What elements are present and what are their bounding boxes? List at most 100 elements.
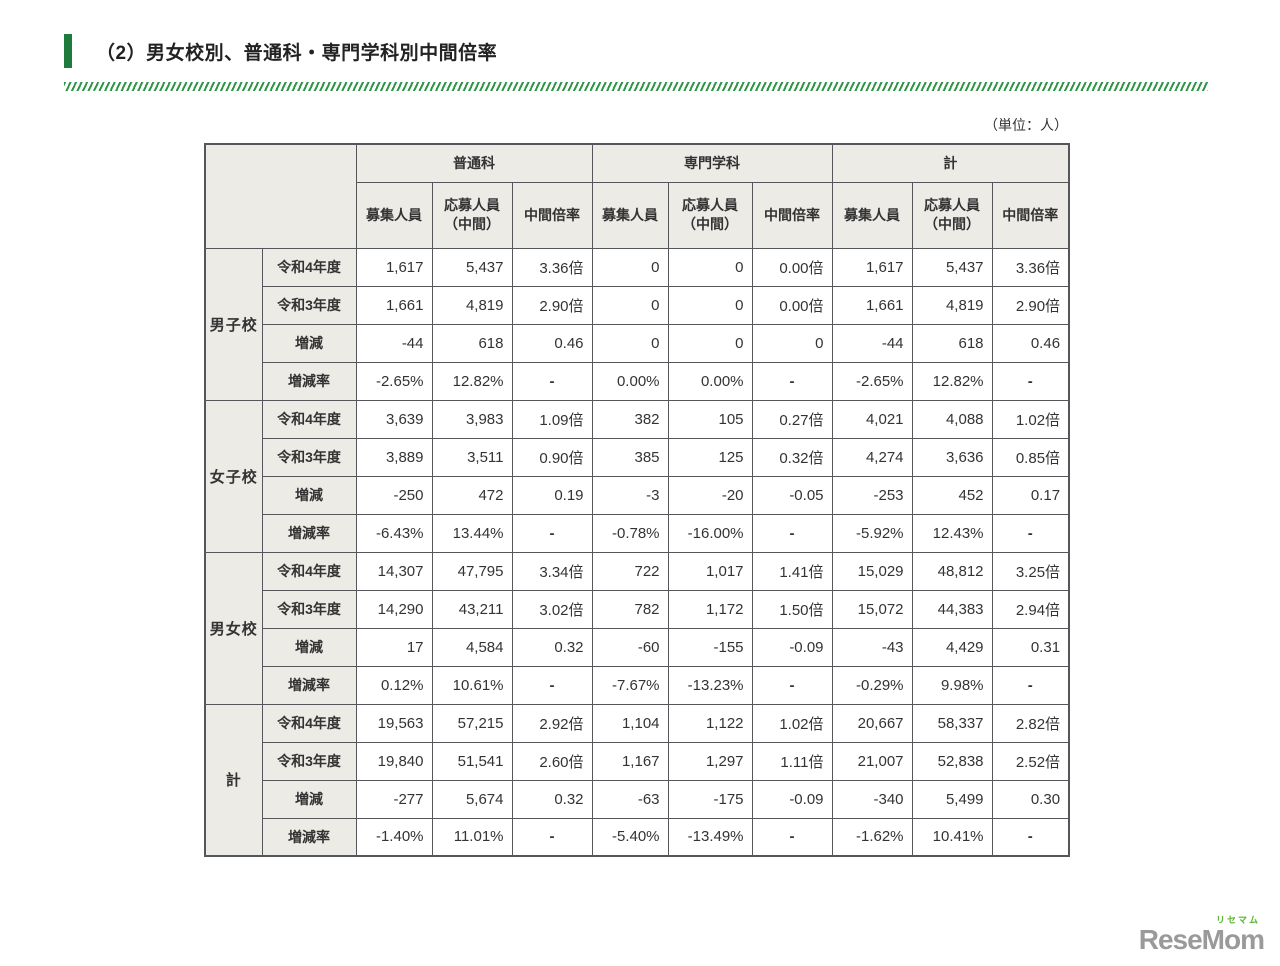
table-cell: 0.00% bbox=[591, 361, 669, 401]
table-cell: 57,215 bbox=[431, 703, 513, 743]
table-cell: 618 bbox=[431, 323, 513, 363]
hatched-divider bbox=[64, 82, 1208, 91]
table-cell: 2.90倍 bbox=[511, 285, 593, 325]
table-cell: -1.40% bbox=[355, 817, 433, 857]
row-label: 令和3年度 bbox=[261, 741, 357, 781]
table-cell: -2.65% bbox=[355, 361, 433, 401]
column-subheader: 応募人員 （中間） bbox=[667, 181, 753, 249]
column-subheader: 中間倍率 bbox=[751, 181, 833, 249]
table-row: 令和3年度 3,889 3,511 0.90倍 385 125 0.32倍 4,274 3,63… bbox=[205, 437, 1070, 477]
table-cell: 0.30 bbox=[991, 779, 1070, 819]
table-cell: -0.29% bbox=[831, 665, 913, 705]
column-subheader: 応募人員 （中間） bbox=[431, 181, 513, 249]
table-cell: 17 bbox=[355, 627, 433, 667]
table-cell: -63 bbox=[591, 779, 669, 819]
table-row: 男女校 令和4年度 14,307 47,795 3.34倍 722 1,017 1.41倍 15… bbox=[204, 551, 1070, 705]
table-cell: 11.01% bbox=[431, 817, 513, 857]
table-cell: 2.82倍 bbox=[991, 703, 1070, 743]
table-cell: 0.19 bbox=[511, 475, 593, 515]
row-group-label: 女子校 bbox=[204, 399, 263, 553]
table-cell: 1,017 bbox=[667, 551, 753, 591]
table-cell: 1,104 bbox=[591, 703, 669, 743]
row-label: 増減 bbox=[261, 475, 357, 515]
logo-furigana: リセマム bbox=[1215, 915, 1260, 925]
table-cell: 1.09倍 bbox=[511, 399, 593, 439]
table-cell: 5,674 bbox=[431, 779, 513, 819]
table-cell: - bbox=[511, 817, 593, 857]
table-cell: 3,636 bbox=[911, 437, 993, 477]
row-label: 令和4年度 bbox=[261, 247, 357, 287]
table-cell: 382 bbox=[591, 399, 669, 439]
table-cell: 0.46 bbox=[511, 323, 593, 363]
table-cell: - bbox=[511, 361, 593, 401]
table-cell: 1,167 bbox=[591, 741, 669, 781]
table-cell: 44,383 bbox=[911, 589, 993, 629]
page-title: （2）男女校別、普通科・専門学科別中間倍率 bbox=[96, 42, 498, 64]
table-cell: 2.94倍 bbox=[991, 589, 1070, 629]
table-cell: 2.90倍 bbox=[991, 285, 1070, 325]
table-cell: - bbox=[751, 817, 833, 857]
table-cell: -43 bbox=[831, 627, 913, 667]
table-cell: 0.00倍 bbox=[751, 247, 833, 287]
table-cell: 15,029 bbox=[831, 551, 913, 591]
table-cell: 48,812 bbox=[911, 551, 993, 591]
table-cell: 4,429 bbox=[911, 627, 993, 667]
table-cell: 1,172 bbox=[667, 589, 753, 629]
table-row: 増減率 -6.43% 13.44% - -0.78% -16.00% - -5.92% 12.4… bbox=[205, 513, 1070, 553]
table-cell: 1.02倍 bbox=[751, 703, 833, 743]
table-cell: 0.27倍 bbox=[751, 399, 833, 439]
row-group-label: 男女校 bbox=[204, 551, 263, 705]
table-row: 令和3年度 19,840 51,541 2.60倍 1,167 1,297 1.11倍 21,… bbox=[205, 741, 1070, 781]
table-cell: 1,661 bbox=[355, 285, 433, 325]
table-row: 増減 17 4,584 0.32 -60 -155 -0.09 -43 4,429 0.31 bbox=[205, 627, 1070, 667]
table-cell: 125 bbox=[667, 437, 753, 477]
table-cell: 3,889 bbox=[355, 437, 433, 477]
table-cell: 0.32 bbox=[511, 627, 593, 667]
table-cell: 12.82% bbox=[911, 361, 993, 401]
row-label: 令和3年度 bbox=[261, 437, 357, 477]
row-label: 令和4年度 bbox=[261, 551, 357, 591]
table-cell: -13.23% bbox=[667, 665, 753, 705]
page-header: （2）男女校別、普通科・専門学科別中間倍率 bbox=[64, 34, 1280, 68]
table-cell: 14,307 bbox=[355, 551, 433, 591]
table-cell: - bbox=[511, 513, 593, 553]
table-cell: -7.67% bbox=[591, 665, 669, 705]
table-cell: 10.61% bbox=[431, 665, 513, 705]
column-group-header: 普通科 bbox=[355, 143, 593, 183]
table-cell: 0 bbox=[751, 323, 833, 363]
table-cell: 52,838 bbox=[911, 741, 993, 781]
table-cell: 4,021 bbox=[831, 399, 913, 439]
table-cell: -340 bbox=[831, 779, 913, 819]
table-cell: - bbox=[991, 817, 1070, 857]
table-row: 令和3年度 1,661 4,819 2.90倍 0 0 0.00倍 1,661 4,819 2.9… bbox=[205, 285, 1070, 325]
table-cell: 20,667 bbox=[831, 703, 913, 743]
row-label: 増減 bbox=[261, 779, 357, 819]
table-cell: - bbox=[991, 665, 1070, 705]
table-cell: 51,541 bbox=[431, 741, 513, 781]
table-cell: 0.32 bbox=[511, 779, 593, 819]
table-cell: 21,007 bbox=[831, 741, 913, 781]
table-row: 増減率 -1.40% 11.01% - -5.40% -13.49% - -1.62% 10.4… bbox=[205, 817, 1070, 857]
table-cell: 47,795 bbox=[431, 551, 513, 591]
table-wrap: 普通科 専門学科計募集人員 応募人員 （中間） 中間倍率 募集人員 応募人員 （中間） 中間… bbox=[204, 143, 1071, 857]
table-cell: 0.17 bbox=[991, 475, 1070, 515]
row-label: 令和4年度 bbox=[261, 399, 357, 439]
table-cell: 3.02倍 bbox=[511, 589, 593, 629]
table-cell: 0 bbox=[667, 285, 753, 325]
table-cell: -5.92% bbox=[831, 513, 913, 553]
table-cell: 3,511 bbox=[431, 437, 513, 477]
table-cell: -16.00% bbox=[667, 513, 753, 553]
table-cell: 4,088 bbox=[911, 399, 993, 439]
table-cell: 1.41倍 bbox=[751, 551, 833, 591]
table-cell: -253 bbox=[831, 475, 913, 515]
table-cell: -2.65% bbox=[831, 361, 913, 401]
table-corner-cell bbox=[204, 143, 357, 249]
table-cell: 4,274 bbox=[831, 437, 913, 477]
table-cell: 10.41% bbox=[911, 817, 993, 857]
table-cell: 13.44% bbox=[431, 513, 513, 553]
column-subheader: 募集人員 bbox=[355, 181, 433, 249]
table-cell: 2.60倍 bbox=[511, 741, 593, 781]
table-cell: - bbox=[751, 361, 833, 401]
table-cell: 618 bbox=[911, 323, 993, 363]
logo-text: ReseMom bbox=[1138, 924, 1265, 955]
